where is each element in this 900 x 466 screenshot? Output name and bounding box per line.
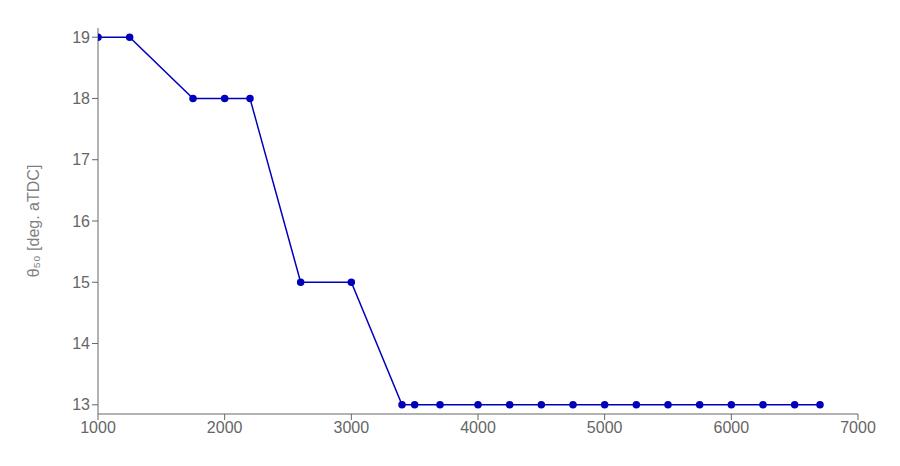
svg-text:14: 14	[72, 335, 90, 352]
svg-text:5000: 5000	[587, 419, 623, 436]
svg-text:18: 18	[72, 90, 90, 107]
svg-text:17: 17	[72, 151, 90, 168]
svg-text:13: 13	[72, 396, 90, 413]
svg-text:3000: 3000	[334, 419, 370, 436]
svg-text:6000: 6000	[714, 419, 750, 436]
svg-text:2000: 2000	[207, 419, 243, 436]
svg-text:15: 15	[72, 274, 90, 291]
svg-text:4000: 4000	[460, 419, 496, 436]
svg-text:19: 19	[72, 29, 90, 46]
svg-text:1000: 1000	[80, 419, 116, 436]
svg-text:16: 16	[72, 213, 90, 230]
svg-text:θ₅₀ [deg. aTDC]: θ₅₀ [deg. aTDC]	[25, 165, 42, 278]
svg-text:7000: 7000	[840, 419, 876, 436]
